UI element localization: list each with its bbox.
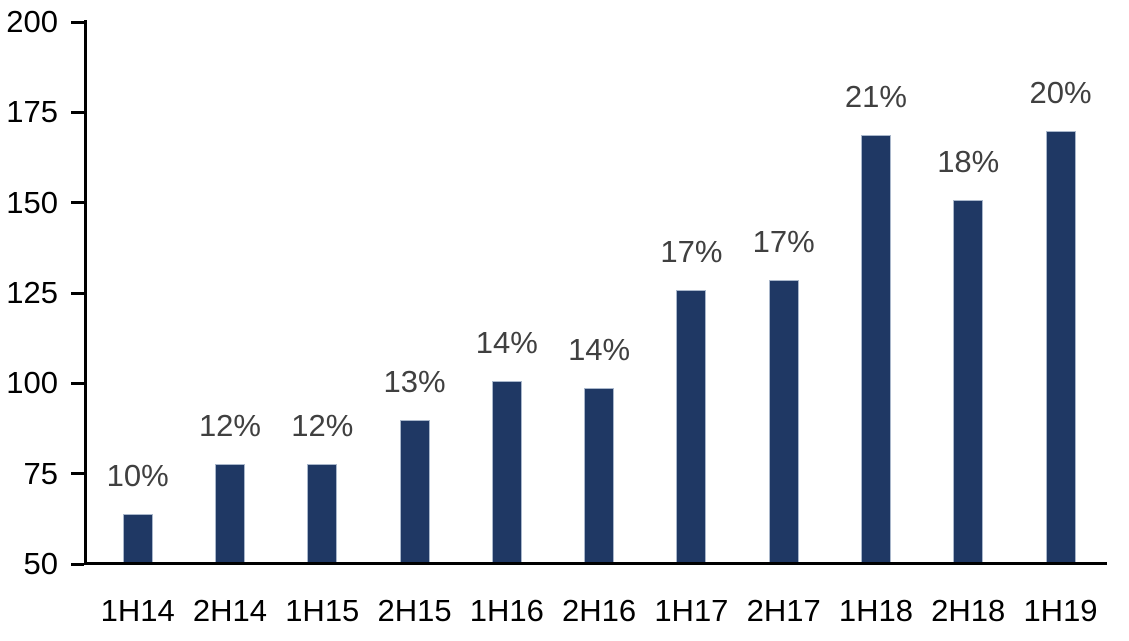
bar-1H14	[122, 514, 153, 565]
bar-1H17	[676, 290, 707, 565]
bar-value-label: 12%	[291, 407, 354, 443]
y-tick-mark	[71, 201, 84, 205]
category-label: 1H14	[100, 593, 175, 628]
y-tick-mark	[71, 291, 84, 295]
bar-value-label: 14%	[475, 324, 538, 360]
bar-value-label: 20%	[1029, 75, 1092, 111]
bar-1H19	[1045, 131, 1076, 565]
y-tick-label: 125	[6, 275, 58, 310]
y-tick-label: 150	[6, 184, 58, 220]
bar-value-label: 10%	[106, 458, 169, 494]
category-label: 1H16	[469, 593, 544, 628]
y-tick-label: 50	[23, 546, 58, 581]
category-label: 1H19	[1023, 593, 1098, 628]
category-label: 2H18	[931, 593, 1006, 628]
bar-value-label: 18%	[937, 144, 1000, 180]
category-label: 1H17	[654, 593, 729, 628]
bar-2H16	[584, 387, 615, 565]
category-label: 1H18	[838, 593, 913, 628]
bar-1H18	[860, 135, 891, 565]
bar-2H14	[214, 463, 245, 565]
y-tick-mark	[71, 472, 84, 476]
bar-value-label: 12%	[198, 407, 261, 443]
bar-value-label: 13%	[383, 364, 446, 400]
y-tick-mark	[71, 381, 84, 385]
y-tick-label: 75	[23, 455, 58, 491]
y-tick-label: 100	[6, 365, 58, 401]
bar-value-label: 17%	[660, 234, 723, 270]
bar-2H15	[399, 420, 430, 565]
bar-value-label: 17%	[752, 223, 815, 259]
category-label: 2H16	[562, 593, 637, 628]
y-tick-mark	[71, 20, 84, 24]
category-label: 2H14	[192, 593, 268, 628]
y-tick-mark	[71, 110, 84, 114]
bar-value-label: 14%	[568, 331, 631, 367]
bar-value-label: 21%	[844, 79, 907, 115]
bar-1H16	[491, 380, 522, 565]
category-label: 2H17	[746, 593, 821, 628]
bar-1H15	[307, 463, 338, 565]
x-axis-line	[84, 562, 1107, 565]
y-tick-label: 200	[6, 4, 58, 39]
bar-2H17	[768, 279, 799, 565]
bar-2H18	[953, 200, 984, 565]
y-tick-label: 175	[6, 94, 58, 130]
y-tick-mark	[71, 562, 84, 566]
category-label: 1H15	[285, 593, 360, 628]
y-axis-line	[84, 20, 87, 565]
category-label: 2H15	[377, 593, 452, 628]
